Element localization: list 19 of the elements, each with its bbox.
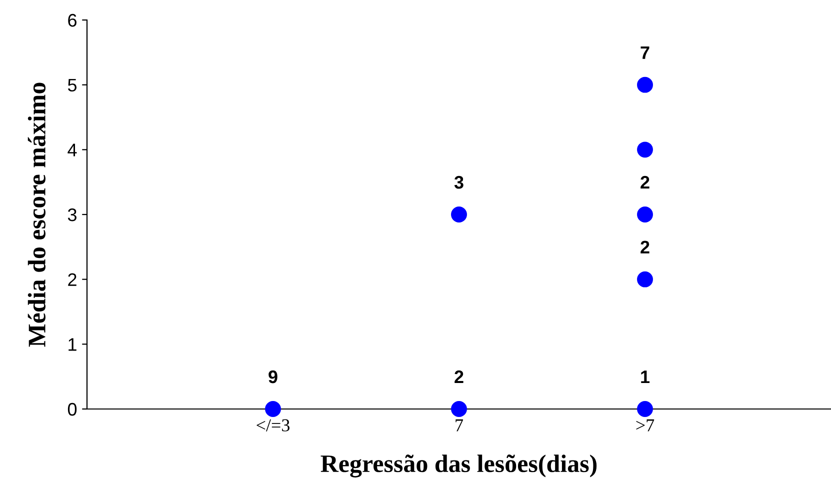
x-tick-label: >7 xyxy=(636,419,654,432)
annotation: 1 xyxy=(641,370,650,384)
annotation: 3 xyxy=(454,176,464,189)
x-tick-label: 7 xyxy=(456,419,463,432)
y-tick-label: 0 xyxy=(68,402,77,416)
x-tick-label: </=3 xyxy=(256,419,290,432)
annotation: 2 xyxy=(640,176,650,189)
annotation: 2 xyxy=(640,240,650,254)
y-tick-label: 1 xyxy=(68,338,76,351)
y-axis-title: Média do escore máximo xyxy=(28,82,46,347)
x-axis-title: Regressão das lesões(dias) xyxy=(320,454,597,478)
annotation: 9 xyxy=(268,370,278,384)
y-tick-label: 6 xyxy=(68,14,76,27)
y-tick-label: 4 xyxy=(68,144,77,156)
y-tick-label: 5 xyxy=(68,78,77,92)
annotation: 2 xyxy=(454,370,464,384)
y-tick-label: 2 xyxy=(68,273,76,286)
y-tick-label: 3 xyxy=(68,208,76,222)
annotation: 7 xyxy=(640,46,650,59)
